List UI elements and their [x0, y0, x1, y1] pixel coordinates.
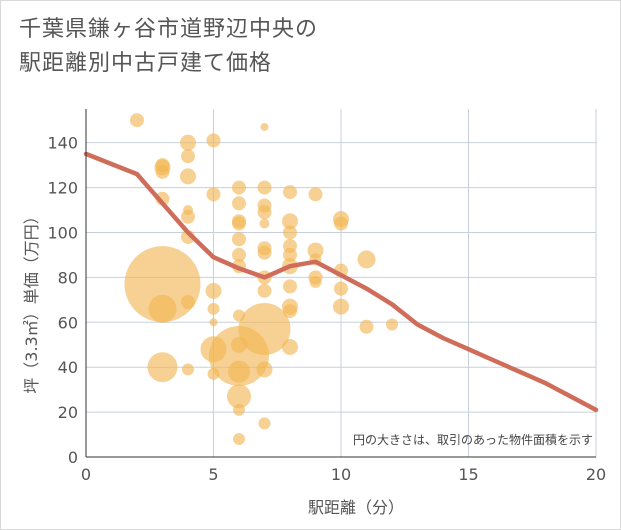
bubble-53: [283, 247, 297, 262]
bubble-34: [227, 384, 251, 409]
bubble-59: [308, 187, 323, 202]
bubble-43: [257, 245, 272, 260]
bubble-41: [259, 218, 270, 229]
y-tick-20: 20: [58, 403, 78, 422]
y-tick-0: 0: [68, 448, 78, 467]
title-line-2: 駅距離別中古戸建て価格: [19, 51, 273, 76]
bubble-45: [257, 283, 272, 298]
bubble-18: [205, 282, 222, 299]
x-axis-label: 駅距離（分）: [308, 498, 404, 517]
bubble-71: [386, 318, 398, 331]
bubble-8: [180, 134, 196, 151]
bubble-0: [130, 113, 144, 128]
y-tick-60: 60: [58, 313, 78, 332]
bubble-49: [283, 185, 297, 200]
bubble-27: [232, 232, 246, 247]
bubble-55: [283, 279, 297, 294]
bubble-9: [181, 149, 195, 164]
bubble-26: [232, 216, 246, 231]
bubble-3: [155, 164, 170, 179]
bubble-15: [182, 363, 194, 376]
bubble-67: [334, 281, 348, 296]
bubble-48: [258, 417, 271, 430]
bubble-40: [257, 205, 272, 220]
y-tick-120: 120: [47, 179, 78, 198]
bubble-7: [147, 352, 178, 383]
trend-line-group: [83, 151, 599, 413]
y-tick-80: 80: [58, 268, 78, 287]
x-tick-0: 0: [81, 465, 91, 484]
trend-line: [83, 151, 599, 413]
bubble-58: [282, 338, 298, 355]
bubble-16: [206, 133, 221, 148]
bubble-6: [148, 294, 177, 323]
bubble-10: [180, 168, 196, 185]
bubble-33: [228, 360, 250, 383]
bubble-36: [233, 433, 245, 446]
page-title: 千葉県鎌ヶ谷市道野辺中央の 駅距離別中古戸建て価格: [19, 13, 318, 81]
x-tick-20: 20: [586, 465, 606, 484]
bubble-17: [206, 187, 221, 202]
bubble-19: [207, 302, 220, 315]
bubble-63: [309, 275, 322, 288]
y-tick-labels: 0 20 40 60 80 100 120 140: [47, 134, 78, 467]
x-tick-5: 5: [208, 465, 218, 484]
bubble-14: [181, 295, 195, 310]
bubble-series: [124, 113, 398, 446]
bubble-47: [256, 361, 273, 378]
bubble-35: [233, 403, 245, 416]
x-tick-labels: 0 5 10 15 20: [81, 465, 606, 484]
bubble-65: [334, 216, 348, 231]
bubble-57: [283, 304, 297, 319]
bubble-51: [283, 225, 297, 240]
bubble-69: [357, 250, 376, 269]
bubble-46: [238, 303, 291, 356]
bubble-12: [181, 209, 195, 224]
x-tick-15: 15: [458, 465, 478, 484]
axes: [85, 109, 596, 458]
bubble-68: [333, 298, 349, 315]
y-tick-100: 100: [47, 223, 78, 242]
bubble-37: [260, 122, 269, 131]
y-tick-40: 40: [58, 358, 78, 377]
y-axis-label: 坪（3.3㎡）単価（万円）: [22, 208, 41, 393]
bubble-50: [282, 213, 298, 230]
bubble-70: [359, 319, 374, 334]
bubble-20: [209, 318, 218, 327]
title-line-1: 千葉県鎌ヶ谷市道野辺中央の: [19, 17, 319, 42]
bubble-28: [232, 247, 246, 262]
bubble-60: [307, 242, 324, 259]
size-note: 円の大きさは、取引のあった物件面積を示す: [353, 432, 593, 447]
x-tick-10: 10: [331, 465, 351, 484]
bubble-38: [257, 180, 272, 195]
bubble-23: [232, 180, 246, 195]
bubble-24: [232, 196, 246, 211]
y-tick-140: 140: [47, 134, 78, 153]
